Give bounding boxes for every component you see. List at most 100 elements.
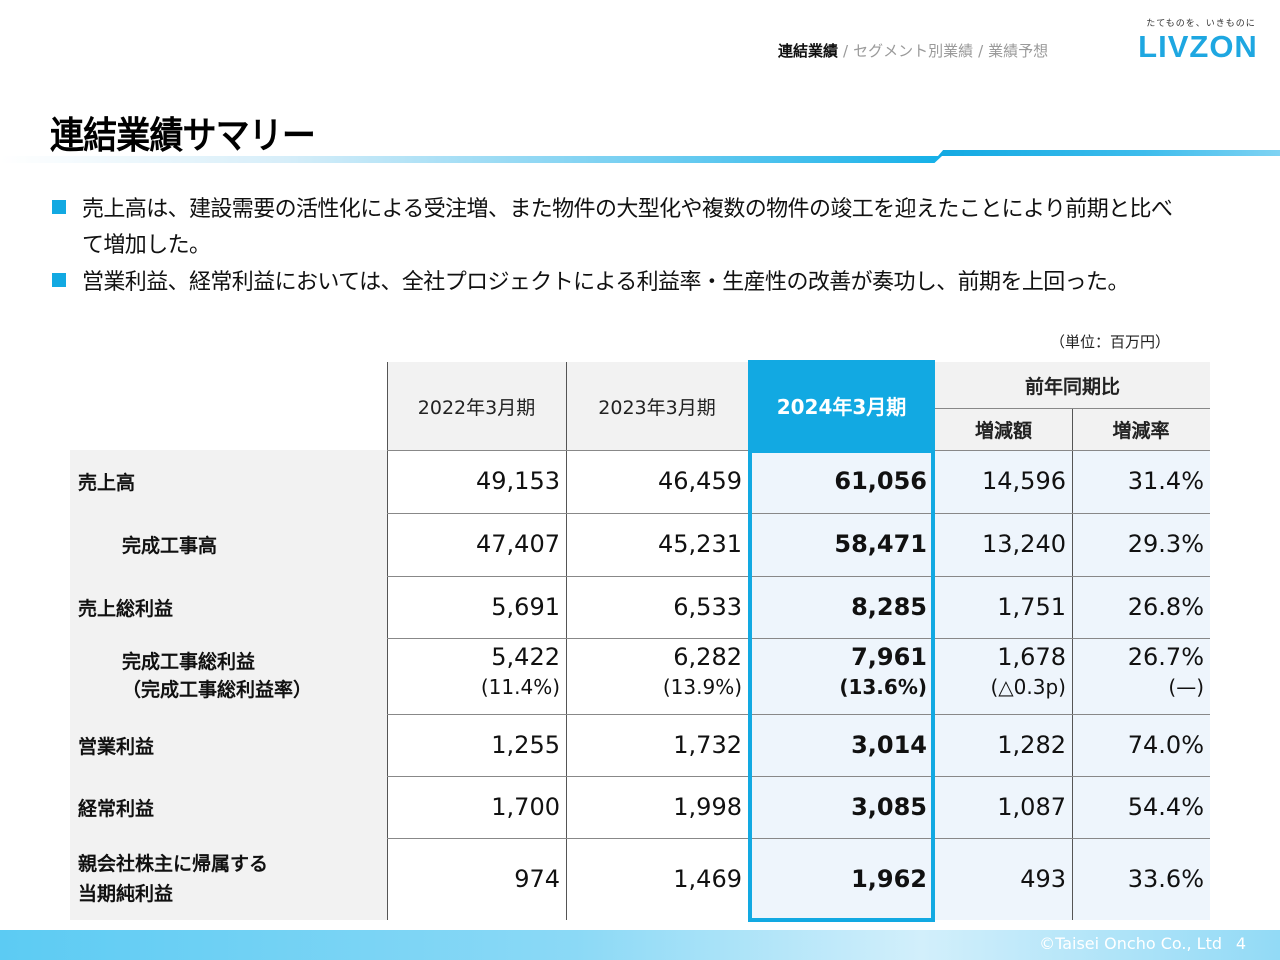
breadcrumb-item-segment[interactable]: セグメント別業績	[853, 42, 974, 60]
company-logo: たてものを、いきものに LIVZON	[1128, 16, 1268, 65]
cell-rate-note: (—)	[1168, 675, 1204, 699]
square-bullet-icon	[52, 273, 66, 287]
cell-value: 1,678	[997, 643, 1066, 671]
row-label-completed-construction: 完成工事高	[114, 513, 387, 576]
cell-fy2023: 1,469	[673, 865, 742, 893]
page-number: 4	[1235, 934, 1246, 953]
cell-yoy-amount: 13,240	[982, 530, 1066, 558]
fy2024-highlight-frame	[748, 450, 935, 922]
bullet-text: 売上高は、建設需要の活性化による受注増、また物件の大型化や複数の物件の竣工を迎え…	[82, 197, 1173, 258]
cell-margin: (13.9%)	[662, 675, 742, 699]
row-label-line1: 完成工事総利益	[122, 651, 256, 673]
cell-fy2024: 1,962	[851, 865, 927, 893]
logo-tagline: たてものを、いきものに	[1146, 19, 1256, 29]
cell-yoy-amount: 493	[1020, 865, 1066, 893]
cell-fy2024: 3,085	[851, 793, 927, 821]
header-bg	[387, 362, 748, 450]
page-title: 連結業績サマリー	[50, 114, 316, 157]
cell-yoy-rate: 33.6%	[1127, 865, 1204, 893]
breadcrumb-item-forecast[interactable]: 業績予想	[988, 42, 1049, 60]
header-yoy-rate: 増減率	[1112, 419, 1170, 442]
row-label-completed-construction-gross-profit: 完成工事総利益 （完成工事総利益率）	[114, 638, 387, 714]
footer-copyright: ©Taisei Oncho Co., Ltd	[1039, 934, 1222, 953]
cell-fy2024: 61,056	[834, 467, 927, 495]
header-yoy-group: 前年同期比	[1024, 375, 1120, 398]
title-divider-right	[938, 150, 1280, 156]
row-label-net-income: 親会社株主に帰属する 当期純利益	[70, 838, 387, 920]
cell-yoy-amount: 1,678 (△0.3p)	[935, 642, 1072, 702]
grid-line	[70, 714, 1210, 715]
cell-fy2022: 974	[514, 865, 560, 893]
summary-bullets: 売上高は、建設需要の活性化による受注増、また物件の大型化や複数の物件の竣工を迎え…	[52, 192, 1212, 302]
title-divider-left	[0, 156, 942, 163]
breadcrumb-separator: /	[843, 42, 849, 60]
cell-yoy-rate: 26.7% (—)	[1072, 642, 1210, 702]
cell-yoy-rate: 54.4%	[1127, 793, 1204, 821]
cell-fy2022: 5,422 (11.4%)	[387, 642, 566, 702]
cell-yoy-rate: 26.8%	[1127, 593, 1204, 621]
cell-value: 26.7%	[1127, 643, 1204, 671]
cell-yoy-amount: 1,751	[997, 593, 1066, 621]
grid-line	[114, 638, 1210, 639]
cell-fy2022: 5,691	[491, 593, 560, 621]
cell-fy2024: 7,961 (13.6%)	[748, 642, 935, 702]
cell-fy2022: 1,255	[491, 731, 560, 759]
logo-brand: LIVZON	[1138, 29, 1258, 64]
cell-fy2023: 6,533	[673, 593, 742, 621]
row-label-ordinary-profit: 経常利益	[70, 776, 387, 838]
cell-yoy-rate: 29.3%	[1127, 530, 1204, 558]
cell-fy2023: 1,732	[673, 731, 742, 759]
fy2024-column-bg	[748, 450, 935, 920]
grid-line	[387, 362, 388, 920]
header-fy2023: 2023年3月期	[598, 396, 716, 419]
unit-note: （単位：百万円）	[1050, 333, 1171, 351]
cell-fy2022: 49,153	[476, 467, 560, 495]
grid-line	[70, 576, 1210, 577]
square-bullet-icon	[52, 200, 66, 214]
grid-line	[70, 838, 1210, 839]
grid-line	[114, 513, 1210, 514]
cell-value: 7,961	[851, 643, 927, 671]
cell-yoy-rate: 31.4%	[1127, 467, 1204, 495]
cell-fy2024: 8,285	[851, 593, 927, 621]
header-yoy-amount: 増減額	[974, 419, 1032, 442]
cell-fy2023: 46,459	[658, 467, 742, 495]
row-label-line1: 親会社株主に帰属する	[78, 853, 269, 875]
breadcrumb-item-consolidated[interactable]: 連結業績	[778, 42, 839, 60]
bullet-item: 営業利益、経常利益においては、全社プロジェクトによる利益率・生産性の改善が奏功し…	[52, 265, 1212, 301]
grid-line	[935, 408, 1210, 409]
breadcrumb: 連結業績 / セグメント別業績 / 業績予想	[778, 40, 1048, 61]
grid-line	[70, 450, 1210, 451]
bullet-item: 売上高は、建設需要の活性化による受注増、また物件の大型化や複数の物件の竣工を迎え…	[52, 192, 1212, 264]
row-label-line2: （完成工事総利益率）	[122, 679, 313, 701]
row-label-line2: 当期純利益	[78, 883, 174, 905]
indent-cell	[70, 513, 114, 576]
header-fy2024: 2024年3月期	[748, 360, 935, 450]
cell-yoy-rate: 74.0%	[1127, 731, 1204, 759]
cell-fy2023: 6,282 (13.9%)	[566, 642, 748, 702]
cell-fy2022: 47,407	[476, 530, 560, 558]
cell-fy2023: 1,998	[673, 793, 742, 821]
cell-value: 6,282	[673, 643, 742, 671]
header-fy2022: 2022年3月期	[417, 396, 536, 419]
cell-yoy-amount: 1,087	[997, 793, 1066, 821]
cell-fy2022: 1,700	[491, 793, 560, 821]
breadcrumb-separator: /	[978, 42, 984, 60]
cell-margin-change: (△0.3p)	[990, 675, 1067, 699]
bullet-text: 営業利益、経常利益においては、全社プロジェクトによる利益率・生産性の改善が奏功し…	[82, 270, 1129, 295]
financial-summary-table: 2022年3月期 2023年3月期 2024年3月期 前年同期比 増減額 増減率…	[70, 360, 1210, 922]
cell-margin: (11.4%)	[480, 675, 560, 699]
cell-yoy-amount: 1,282	[997, 731, 1066, 759]
cell-fy2024: 3,014	[851, 731, 927, 759]
cell-margin: (13.6%)	[839, 675, 927, 699]
footer-bar: ©Taisei Oncho Co., Ltd 4	[0, 930, 1280, 960]
grid-line	[566, 362, 567, 920]
grid-line	[1072, 408, 1073, 920]
cell-fy2023: 45,231	[658, 530, 742, 558]
cell-yoy-amount: 14,596	[982, 467, 1066, 495]
row-label-operating-profit: 営業利益	[70, 714, 387, 776]
header-empty-cell	[70, 362, 387, 450]
cell-value: 5,422	[491, 643, 560, 671]
row-label-net-sales: 売上高	[70, 450, 387, 513]
grid-line	[70, 776, 1210, 777]
